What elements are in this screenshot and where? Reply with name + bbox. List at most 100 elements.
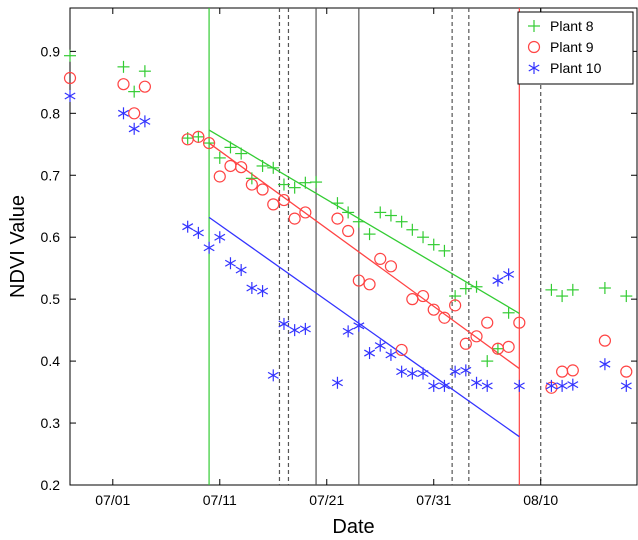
marker-stroke	[599, 360, 611, 368]
plant-10-point	[267, 369, 279, 382]
marker-stroke	[406, 369, 418, 378]
plant-10-point	[353, 319, 365, 332]
plant-9-point	[395, 343, 408, 357]
plant-8-point	[224, 141, 237, 154]
trend-line-plant-10	[208, 216, 520, 438]
plant-9-point	[459, 337, 472, 350]
legend: Plant 8 Plant 9 Plant 10	[517, 11, 634, 85]
marker-stroke	[246, 284, 258, 292]
legend-label-plant-8: Plant 8	[550, 18, 594, 34]
plant-10-point	[128, 122, 140, 135]
marker-stroke	[460, 366, 472, 374]
plant-8-point	[502, 306, 515, 319]
marker-stroke	[203, 244, 215, 252]
plant-9-point	[138, 80, 151, 93]
marker-stroke	[342, 327, 354, 335]
plant-8-point	[235, 147, 248, 160]
plant-10-point	[428, 379, 440, 392]
marker-stroke	[459, 337, 472, 350]
plant-10-point	[257, 285, 269, 298]
plant-10-point	[567, 378, 579, 391]
x-tick-label: 08/10	[523, 492, 558, 508]
marker-stroke	[192, 130, 205, 143]
plant-10-point	[289, 324, 301, 337]
plant-8-point	[299, 176, 312, 189]
legend-marker-plant-10	[528, 62, 540, 74]
plant-9-point	[128, 107, 141, 120]
plant-8-point	[406, 223, 419, 236]
axes: 07/01 07/11 07/21 07/31 08/10 0.2 0.3 0.4 0.5 0.6…	[41, 8, 637, 508]
plant-8-point	[470, 280, 483, 293]
marker-stroke	[213, 170, 226, 183]
marker-stroke	[417, 369, 429, 378]
plant-10-point	[438, 379, 450, 392]
plant-9-point	[352, 274, 365, 287]
plant-9-point	[277, 193, 291, 207]
marker-stroke	[428, 382, 440, 390]
plant-8-point	[267, 161, 280, 174]
y-axis-label: NDVI Value	[7, 195, 29, 298]
marker-stroke	[513, 382, 525, 390]
legend-label-plant-9: Plant 9	[550, 39, 594, 55]
marker-stroke	[331, 212, 344, 225]
marker-stroke	[353, 322, 365, 330]
plant-9-point	[256, 183, 269, 196]
marker-stroke	[182, 223, 194, 231]
marker-stroke	[278, 320, 290, 328]
y-tick-label: 0.4	[41, 353, 61, 369]
plant-8-point	[256, 159, 269, 172]
plant-10-point	[471, 376, 483, 389]
plant-8-point	[342, 206, 355, 219]
plant-8-point	[203, 137, 216, 150]
plant-10-point	[139, 115, 151, 128]
marker-stroke	[449, 368, 461, 376]
marker-stroke	[277, 193, 291, 207]
marker-stroke	[352, 274, 365, 287]
plant-10-point	[224, 257, 236, 270]
plant-9-point	[566, 364, 579, 377]
plant-9-point	[416, 289, 430, 303]
plant-10-point	[513, 379, 525, 392]
plant-10-point	[64, 89, 76, 102]
plant-9-point	[449, 299, 462, 312]
y-tick-label: 0.3	[41, 415, 61, 431]
marker-stroke	[481, 382, 493, 390]
marker-stroke	[374, 342, 386, 350]
marker-stroke	[566, 364, 579, 377]
plant-10-point	[556, 379, 568, 392]
marker-stroke	[289, 326, 301, 334]
marker-stroke	[117, 109, 130, 117]
marker-stroke	[257, 287, 269, 295]
marker-stroke	[331, 379, 343, 387]
marker-stroke	[513, 316, 526, 329]
plant-9-point	[620, 365, 633, 378]
plant-8-point	[128, 85, 141, 98]
plant-10-point	[342, 325, 354, 338]
marker-stroke	[128, 107, 141, 120]
plant-9-point	[331, 212, 344, 225]
plant-8-point	[620, 290, 633, 303]
plant-9-point	[470, 330, 483, 343]
plant-9-point	[299, 206, 312, 219]
plant-10-point	[203, 241, 215, 254]
marker-stroke	[470, 330, 483, 343]
plant-9-point	[481, 316, 494, 329]
marker-stroke	[502, 340, 515, 353]
plant-10-point	[278, 317, 290, 330]
plant-8-point	[363, 228, 376, 241]
legend-box	[517, 11, 634, 85]
plant-9-point	[63, 71, 77, 85]
legend-marker-plant-9	[527, 40, 541, 54]
marker-stroke	[202, 136, 216, 150]
plant-9-point	[192, 130, 205, 143]
marker-stroke	[235, 266, 247, 274]
marker-stroke	[139, 117, 151, 125]
plant-8-point	[352, 215, 365, 228]
plant-9-point	[363, 278, 376, 291]
x-tick-label: 07/31	[416, 492, 451, 508]
plant-8-point	[556, 290, 569, 303]
plant-10-point	[192, 226, 204, 239]
plant-10-point	[396, 365, 408, 378]
plant-10-point	[599, 358, 611, 371]
marker-stroke	[364, 349, 376, 357]
